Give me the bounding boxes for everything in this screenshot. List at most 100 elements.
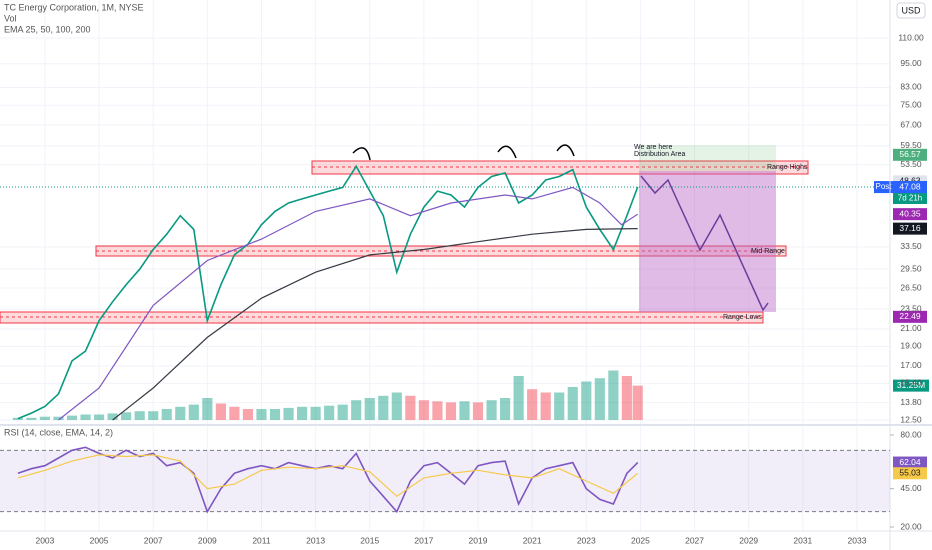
price-badge bbox=[893, 208, 927, 221]
y-tick-label: 19.00 bbox=[900, 341, 922, 351]
x-tick-label: 2019 bbox=[469, 535, 488, 545]
countdown: 7d 21h bbox=[898, 194, 922, 203]
post-label: Post bbox=[875, 182, 892, 191]
y-tick-label: 67.00 bbox=[900, 119, 922, 129]
series-line bbox=[17, 164, 639, 420]
y-tick-label: 12.50 bbox=[900, 414, 922, 424]
volume-bar bbox=[594, 378, 605, 420]
y-tick-label: 21.00 bbox=[900, 323, 922, 333]
volume-bar bbox=[405, 395, 416, 420]
volume-bar bbox=[418, 400, 429, 420]
volume-badge bbox=[893, 379, 929, 392]
volume-bar bbox=[80, 414, 91, 420]
price-badge-label: 37.16 bbox=[899, 223, 921, 233]
annotation: Mid Range bbox=[751, 248, 785, 255]
volume-bar bbox=[202, 398, 213, 420]
currency[interactable]: USD bbox=[901, 5, 921, 15]
annotation: Range Highs bbox=[767, 164, 808, 171]
symbol-title: TC Energy Corporation, 1M, NYSE bbox=[4, 2, 144, 12]
volume-bar bbox=[121, 412, 132, 420]
price-badge-label: 47.08 bbox=[899, 181, 921, 191]
x-tick-label: 2009 bbox=[198, 535, 217, 545]
rsi-badge-label: 55.03 bbox=[899, 468, 921, 478]
volume-bar bbox=[229, 406, 240, 420]
y-tick-label: 15.40 bbox=[900, 378, 922, 388]
volume-bar bbox=[608, 370, 619, 420]
volume-bar bbox=[337, 404, 348, 420]
volume-bar bbox=[486, 400, 497, 420]
volume-bar bbox=[161, 409, 172, 420]
volume-bar bbox=[148, 411, 159, 420]
volume-bar bbox=[66, 415, 78, 420]
price-badge-label: 40.35 bbox=[899, 208, 921, 218]
rsi-band bbox=[0, 450, 890, 512]
x-tick-label: 2017 bbox=[414, 535, 433, 545]
y-tick-label: 23.50 bbox=[900, 303, 922, 313]
price-badge bbox=[893, 181, 927, 194]
price-badge bbox=[893, 148, 927, 161]
x-tick-label: 2027 bbox=[685, 535, 704, 545]
rsi-pane: RSI (14, close, EMA, 14, 2) 80.00 45.00 20.… bbox=[0, 427, 927, 531]
volume-bar bbox=[581, 381, 592, 420]
series-line bbox=[112, 228, 638, 421]
volume-bar bbox=[107, 413, 118, 420]
vol-label: Vol bbox=[4, 13, 17, 23]
volume-bar bbox=[378, 395, 389, 420]
volume-bar bbox=[12, 417, 23, 420]
x-tick-label: 2003 bbox=[35, 535, 54, 545]
y-tick-label: 20.00 bbox=[900, 521, 922, 531]
y-tick-label: 26.50 bbox=[900, 282, 922, 292]
volume-bar bbox=[215, 403, 226, 420]
volume-bar bbox=[53, 416, 64, 420]
volume-bar bbox=[242, 409, 254, 420]
volume-bar bbox=[310, 406, 321, 420]
ema-label: EMA 25, 50, 100, 200 bbox=[4, 24, 91, 34]
x-tick-label: 2007 bbox=[144, 535, 163, 545]
x-tick-label: 2023 bbox=[577, 535, 596, 545]
y-tick-label: 83.00 bbox=[900, 82, 922, 92]
y-tick-label: 110.00 bbox=[898, 32, 924, 42]
volume-bar bbox=[93, 414, 105, 420]
volume-bar bbox=[621, 376, 632, 420]
volume-bar bbox=[269, 409, 281, 420]
projection-path bbox=[640, 175, 769, 312]
volume-bar bbox=[351, 400, 362, 420]
x-tick-label: 2029 bbox=[739, 535, 758, 545]
x-tick-label: 2013 bbox=[306, 535, 325, 545]
price-badge-label: 56.57 bbox=[899, 149, 921, 159]
volume-bar bbox=[324, 405, 335, 420]
volume-bar bbox=[500, 398, 511, 420]
volume-bar bbox=[364, 398, 375, 420]
countdown-badge bbox=[893, 192, 927, 204]
volume-bar bbox=[283, 407, 294, 420]
price-badge bbox=[893, 222, 927, 235]
x-tick-label: 2025 bbox=[631, 535, 650, 545]
y-tick-label: 45.00 bbox=[900, 483, 922, 493]
volume-bar bbox=[175, 406, 186, 420]
rsi-badge bbox=[893, 456, 927, 469]
price-badge-label: 22.49 bbox=[899, 311, 921, 321]
y-tick-label: 95.00 bbox=[900, 58, 922, 68]
y-tick-label: 80.00 bbox=[900, 429, 922, 439]
volume-badge-label: 31.25M bbox=[897, 380, 925, 390]
x-tick-label: 2031 bbox=[793, 535, 812, 545]
volume-bar bbox=[297, 406, 308, 420]
series-line bbox=[17, 454, 639, 498]
volume-bar bbox=[459, 401, 470, 420]
currency-button[interactable] bbox=[896, 2, 926, 19]
y-tick-label: 33.50 bbox=[900, 241, 922, 251]
x-tick-label: 2015 bbox=[360, 535, 379, 545]
rsi-badge bbox=[893, 467, 927, 480]
y-tick-label: 59.50 bbox=[900, 140, 922, 150]
y-tick-label: 53.50 bbox=[900, 159, 922, 169]
volume-bar bbox=[540, 392, 551, 420]
volume-bar bbox=[134, 411, 145, 420]
x-tick-label: 2011 bbox=[252, 535, 271, 545]
annotation: We are here bbox=[634, 144, 672, 151]
volume-bar bbox=[554, 392, 565, 420]
series-line bbox=[17, 446, 639, 514]
volume-bar bbox=[188, 404, 199, 420]
